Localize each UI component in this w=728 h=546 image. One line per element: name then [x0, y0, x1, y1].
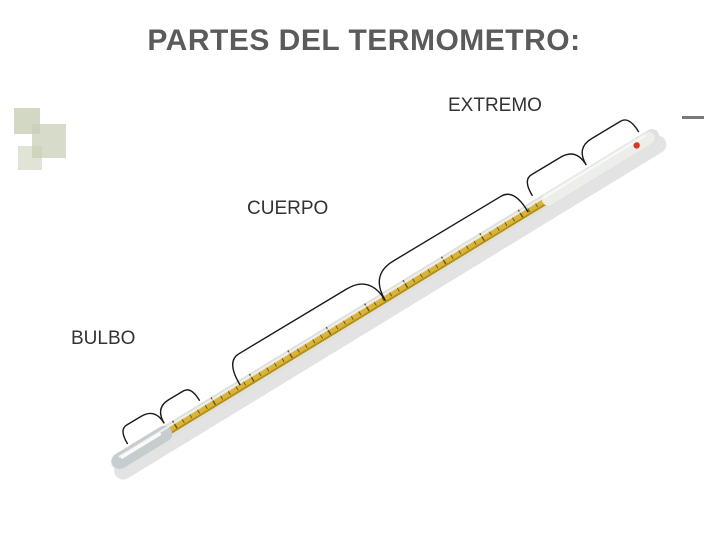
label-cuerpo: CUERPO	[247, 198, 328, 220]
label-extremo: EXTREMO	[448, 95, 542, 117]
thermometer-diagram	[0, 0, 728, 546]
label-bulbo: BULBO	[71, 328, 135, 350]
